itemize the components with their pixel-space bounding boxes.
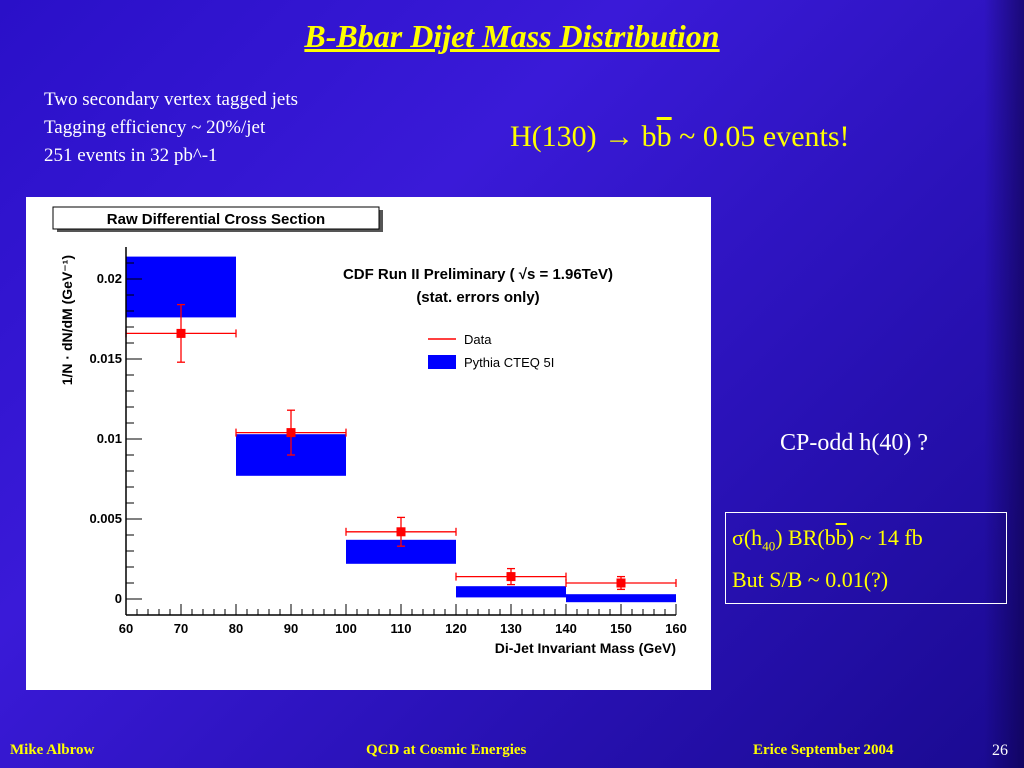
note-line: Two secondary vertex tagged jets bbox=[44, 89, 299, 110]
legend-pythia-swatch bbox=[428, 355, 456, 369]
footer-event: QCD at Cosmic Energies bbox=[366, 742, 527, 758]
notes-list: Two secondary vertex tagged jets Tagging… bbox=[44, 86, 298, 170]
y-tick-label: 0.005 bbox=[89, 511, 122, 526]
chart-title: Raw Differential Cross Section bbox=[107, 211, 325, 228]
x-tick-label: 70 bbox=[174, 621, 188, 636]
data-point bbox=[396, 527, 406, 537]
cross-section-box: σ(h40) BR(bb) ~ 14 fb But S/B ~ 0.01(?) bbox=[725, 512, 1007, 604]
signal-background-line: But S/B ~ 0.01(?) bbox=[732, 567, 889, 593]
chart-annotation-line: (stat. errors only) bbox=[416, 289, 539, 306]
x-tick-label: 90 bbox=[284, 621, 298, 636]
x-tick-label: 150 bbox=[610, 621, 632, 636]
x-tick-label: 60 bbox=[119, 621, 133, 636]
y-tick-label: 0 bbox=[115, 591, 122, 606]
legend-data-label: Data bbox=[464, 332, 492, 347]
data-point bbox=[616, 578, 626, 588]
x-tick-label: 120 bbox=[445, 621, 467, 636]
note-line: Tagging efficiency ~ 20%/jet bbox=[44, 117, 266, 138]
x-tick-label: 130 bbox=[500, 621, 522, 636]
x-tick-label: 80 bbox=[229, 621, 243, 636]
cross-section-line: σ(h40) BR(bb) ~ 14 fb bbox=[732, 525, 923, 554]
footer-venue: Erice September 2004 bbox=[753, 742, 894, 758]
slide-title: B-Bbar Dijet Mass Distribution bbox=[304, 18, 720, 54]
pythia-band bbox=[566, 594, 676, 603]
x-tick-label: 100 bbox=[335, 621, 357, 636]
pythia-band bbox=[456, 586, 566, 598]
x-tick-label: 140 bbox=[555, 621, 577, 636]
data-point bbox=[286, 428, 296, 438]
footer-author: Mike Albrow bbox=[10, 742, 95, 758]
x-axis-label: Di-Jet Invariant Mass (GeV) bbox=[495, 640, 676, 656]
chart-title-box bbox=[52, 206, 380, 230]
higgs-note: H(130) → bb ~ 0.05 events! bbox=[510, 120, 850, 153]
mass-distribution-chart: 60 70 80 90 100 110 120 130 140 150 160 0 0.005 0.01 0… bbox=[52, 206, 687, 656]
note-line: 251 events in 32 pb^-1 bbox=[44, 145, 218, 166]
legend-pythia-label: Pythia CTEQ 5I bbox=[464, 355, 554, 370]
y-axis-label: 1/N · dN/dM (GeV⁻¹) bbox=[59, 255, 75, 385]
data-point bbox=[506, 572, 516, 582]
y-tick-label: 0.01 bbox=[97, 431, 122, 446]
cp-odd-note: CP-odd h(40) ? bbox=[780, 430, 928, 456]
page-number: 26 bbox=[992, 742, 1008, 759]
plot-panel: 60 70 80 90 100 110 120 130 140 150 160 0 0.005 0.01 0… bbox=[26, 197, 711, 690]
slide-edge-shade bbox=[984, 0, 1024, 768]
x-tick-label: 160 bbox=[665, 621, 687, 636]
x-tick-label: 110 bbox=[391, 621, 412, 636]
y-tick-label: 0.015 bbox=[89, 351, 122, 366]
y-tick-label: 0.02 bbox=[97, 271, 122, 286]
chart-annotation-line: CDF Run II Preliminary ( √s = 1.96TeV) bbox=[343, 266, 613, 283]
data-point bbox=[176, 328, 186, 338]
